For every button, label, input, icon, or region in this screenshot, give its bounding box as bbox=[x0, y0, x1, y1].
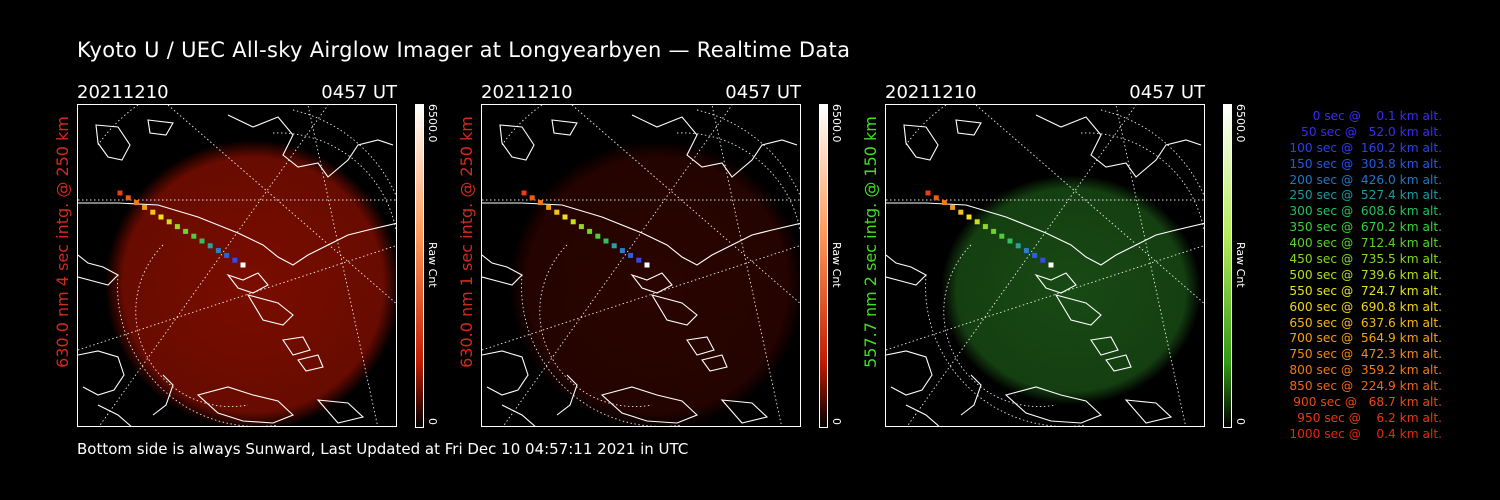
footer-status: Bottom side is always Sunward, Last Upda… bbox=[77, 440, 689, 458]
legend-entry: 300 sec @ 608.6 km alt. bbox=[1285, 204, 1442, 219]
legend-entry: 950 sec @ 6.2 km alt. bbox=[1293, 410, 1442, 425]
legend-entry: 100 sec @ 160.2 km alt. bbox=[1285, 140, 1442, 155]
altitude-time-legend: 0 sec @ 0.1 km alt. 50 sec @ 52.0 km alt… bbox=[1262, 109, 1442, 443]
panel-time: 0457 UT bbox=[1129, 82, 1205, 103]
colorbar-min: 0 bbox=[426, 418, 439, 425]
panel-time: 0457 UT bbox=[321, 82, 397, 103]
legend-entry: 200 sec @ 426.0 km alt. bbox=[1285, 172, 1442, 187]
legend-entry: 600 sec @ 690.8 km alt. bbox=[1285, 299, 1442, 314]
colorbar-max: 6500.0 bbox=[426, 104, 439, 143]
panel-side-label: 630.0 nm 4 sec intg. @ 250 km bbox=[53, 116, 72, 368]
colorbar-min: 0 bbox=[830, 418, 843, 425]
image-panel-1: 20211210 0457 UT bbox=[77, 82, 407, 432]
colorbar-unit: Raw Cnt bbox=[1234, 242, 1247, 288]
image-panel-2: 20211210 0457 UT bbox=[481, 82, 811, 432]
colorbar-unit: Raw Cnt bbox=[830, 242, 843, 288]
colorbar-unit: Raw Cnt bbox=[426, 242, 439, 288]
legend-entry: 900 sec @ 68.7 km alt. bbox=[1289, 395, 1442, 410]
legend-entry: 1000 sec @ 0.4 km alt. bbox=[1289, 426, 1442, 441]
allsky-image bbox=[885, 104, 1205, 427]
legend-entry: 800 sec @ 359.2 km alt. bbox=[1285, 363, 1442, 378]
legend-entry: 700 sec @ 564.9 km alt. bbox=[1285, 331, 1442, 346]
colorbar bbox=[1223, 104, 1232, 428]
colorbar-min: 0 bbox=[1234, 418, 1247, 425]
panel-time: 0457 UT bbox=[725, 82, 801, 103]
legend-entry: 450 sec @ 735.5 km alt. bbox=[1285, 252, 1442, 267]
legend-entry: 350 sec @ 670.2 km alt. bbox=[1285, 220, 1442, 235]
panel-date: 20211210 bbox=[885, 82, 977, 103]
legend-entry: 400 sec @ 712.4 km alt. bbox=[1285, 236, 1442, 251]
legend-entry: 750 sec @ 472.3 km alt. bbox=[1285, 347, 1442, 362]
legend-entry: 0 sec @ 0.1 km alt. bbox=[1301, 109, 1442, 123]
page-title: Kyoto U / UEC All-sky Airglow Imager at … bbox=[77, 38, 851, 62]
allsky-image bbox=[77, 104, 397, 427]
panel-date: 20211210 bbox=[481, 82, 573, 103]
legend-entry: 850 sec @ 224.9 km alt. bbox=[1285, 379, 1442, 394]
panel-date: 20211210 bbox=[77, 82, 169, 103]
colorbar bbox=[415, 104, 424, 428]
legend-entry: 550 sec @ 724.7 km alt. bbox=[1285, 283, 1442, 298]
legend-entry: 50 sec @ 52.0 km alt. bbox=[1293, 124, 1442, 139]
panel-side-label: 557.7 nm 2 sec intg. @ 150 km bbox=[861, 116, 880, 368]
legend-entry: 650 sec @ 637.6 km alt. bbox=[1285, 315, 1442, 330]
panel-side-label: 630.0 nm 1 sec intg. @ 250 km bbox=[457, 116, 476, 368]
allsky-image bbox=[481, 104, 801, 427]
legend-entry: 150 sec @ 303.8 km alt. bbox=[1285, 156, 1442, 171]
legend-entry: 500 sec @ 739.6 km alt. bbox=[1285, 267, 1442, 282]
colorbar bbox=[819, 104, 828, 428]
image-panel-3: 20211210 0457 UT bbox=[885, 82, 1215, 432]
colorbar-max: 6500.0 bbox=[1234, 104, 1247, 143]
colorbar-max: 6500.0 bbox=[830, 104, 843, 143]
legend-entry: 250 sec @ 527.4 km alt. bbox=[1285, 188, 1442, 203]
